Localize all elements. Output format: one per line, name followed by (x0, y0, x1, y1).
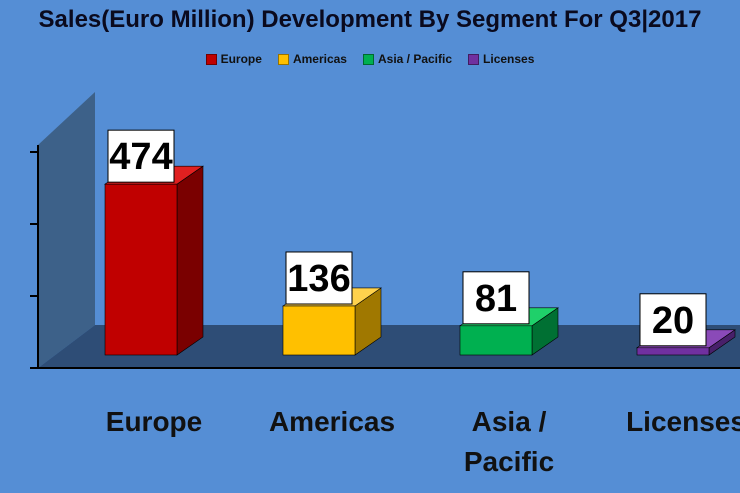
data-label-box-americas (285, 251, 353, 305)
category-label-europe: Europe (106, 406, 202, 437)
bar-europe (104, 165, 204, 356)
legend-item-europe: Europe (205, 52, 262, 66)
chart-floor (38, 325, 740, 368)
data-label-box-asia-pacific (462, 271, 530, 325)
legend-swatch-asia-pacific (362, 53, 374, 65)
legend-item-licenses: Licenses (468, 52, 534, 66)
legend-label-licenses: Licenses (483, 52, 535, 66)
data-label-box-licenses (639, 293, 707, 347)
category-label-asia-pacific: Asia / Pacific (464, 406, 554, 477)
legend-label-europe: Europe (220, 52, 262, 66)
category-label-americas: Americas (269, 406, 395, 437)
bar-front-licenses (636, 347, 710, 356)
data-label-box-europe (107, 129, 175, 183)
bar-front-americas (282, 305, 356, 356)
legend-label-asia-pacific: Asia / Pacific (377, 52, 453, 66)
category-label-licenses: Licenses (626, 406, 740, 437)
bar-side-europe (176, 165, 204, 356)
legend-swatch-americas (277, 53, 289, 65)
legend-swatch-licenses (468, 53, 480, 65)
legend-item-asia-pacific: Asia / Pacific (362, 52, 453, 66)
data-label-americas: 136 (287, 258, 350, 300)
bar-front-europe (104, 183, 178, 356)
chart-title: Sales(Euro Million) Development By Segme… (38, 6, 702, 33)
data-label-asia-pacific: 81 (475, 278, 517, 320)
legend-item-americas: Americas (277, 52, 347, 66)
legend-swatch-europe (205, 53, 217, 65)
data-label-europe: 474 (109, 136, 172, 178)
bar-front-asia-pacific (459, 325, 533, 356)
data-label-licenses: 20 (652, 300, 694, 342)
legend: Europe Americas Asia / Pacific Licenses (0, 52, 740, 66)
legend-label-americas: Americas (292, 52, 347, 66)
chart-back-wall (38, 92, 95, 368)
